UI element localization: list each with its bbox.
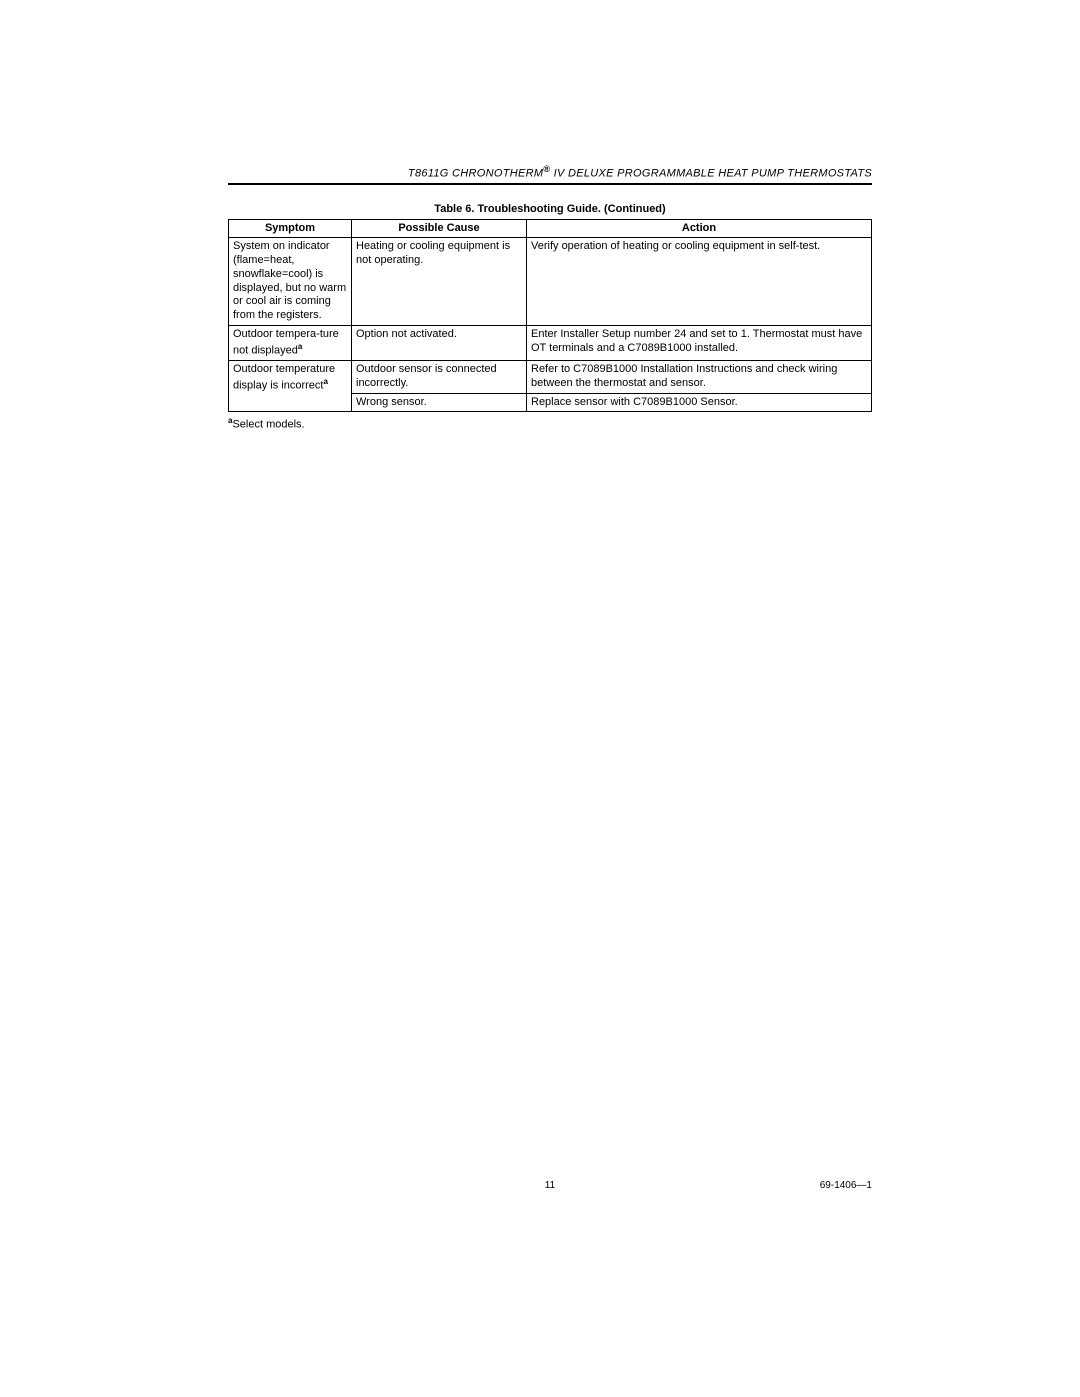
- cell-symptom: Outdoor temperature display is incorrect…: [229, 361, 352, 412]
- table-footnote: aSelect models.: [228, 416, 872, 431]
- cell-cause: Heating or cooling equipment is not oper…: [352, 238, 527, 326]
- footnote-text: Select models.: [232, 419, 304, 431]
- cell-cause: Wrong sensor.: [352, 393, 527, 412]
- table-row: Outdoor tempera-ture not displayeda Opti…: [229, 325, 872, 360]
- table-header-row: Symptom Possible Cause Action: [229, 219, 872, 238]
- cell-cause: Option not activated.: [352, 325, 527, 360]
- col-cause: Possible Cause: [352, 219, 527, 238]
- doc-number: 69-1406—1: [820, 1180, 872, 1191]
- footnote-marker: a: [298, 342, 302, 351]
- cell-action: Refer to C7089B1000 Installation Instruc…: [527, 361, 872, 394]
- header-title-right: IV DELUXE PROGRAMMABLE HEAT PUMP THERMOS…: [550, 168, 872, 180]
- col-action: Action: [527, 219, 872, 238]
- symptom-text: Outdoor temperature display is incorrect: [233, 363, 335, 391]
- cell-cause: Outdoor sensor is connected incorrectly.: [352, 361, 527, 394]
- cell-symptom: System on indicator (flame=heat, snowfla…: [229, 238, 352, 326]
- col-symptom: Symptom: [229, 219, 352, 238]
- cell-symptom: Outdoor tempera-ture not displayeda: [229, 325, 352, 360]
- troubleshooting-table: Symptom Possible Cause Action System on …: [228, 219, 872, 413]
- table-caption: Table 6. Troubleshooting Guide. (Continu…: [228, 203, 872, 215]
- table-row: Outdoor temperature display is incorrect…: [229, 361, 872, 394]
- table-row: System on indicator (flame=heat, snowfla…: [229, 238, 872, 326]
- cell-action: Replace sensor with C7089B1000 Sensor.: [527, 393, 872, 412]
- cell-action: Verify operation of heating or cooling e…: [527, 238, 872, 326]
- cell-action: Enter Installer Setup number 24 and set …: [527, 325, 872, 360]
- symptom-text: System on indicator (flame=heat, snowfla…: [233, 240, 346, 321]
- page-header: T8611G CHRONOTHERM® IV DELUXE PROGRAMMAB…: [228, 164, 872, 185]
- header-title-left: T8611G CHRONOTHERM: [408, 168, 543, 180]
- page-number: 11: [545, 1180, 555, 1191]
- symptom-text: Outdoor tempera-ture not displayed: [233, 328, 339, 356]
- footnote-marker: a: [323, 377, 327, 386]
